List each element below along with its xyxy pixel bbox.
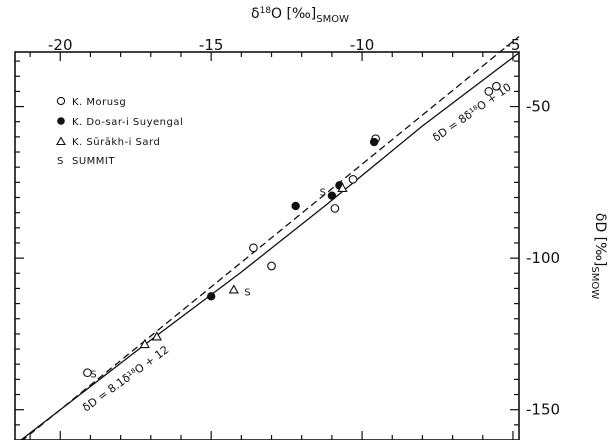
point-open-circle	[267, 261, 276, 271]
legend-label: K. Morusg	[72, 97, 126, 108]
point-filled-circle	[327, 191, 337, 200]
x-tick-label: -15	[199, 36, 224, 54]
x-tick-label: -10	[350, 36, 375, 54]
dashed-fit-line	[21, 35, 520, 440]
y-tick-label: -150	[526, 401, 560, 419]
x-tick-label: -20	[48, 36, 73, 54]
legend-item-surakh: K. Sūrākh-i Sard	[56, 136, 160, 148]
x-axis-title: δ18O [‰]SMOW	[251, 6, 349, 25]
legend-open-triangle-icon	[56, 136, 66, 146]
point-summit-s: S	[244, 287, 250, 298]
point-open-circle	[330, 204, 340, 213]
point-open-triangle	[228, 284, 239, 294]
point-open-circle	[484, 87, 494, 96]
equation-upper: δD = 8δ¹⁸O + 10	[430, 81, 513, 145]
point-open-circle	[83, 368, 92, 378]
point-open-circle	[249, 243, 258, 253]
legend: K. Morusg K. Do-sar-i Suyengal K. Sūrākh…	[56, 96, 183, 167]
point-filled-circle	[291, 201, 300, 211]
x-tick-label: -5	[505, 36, 520, 54]
x-tick-labels: -20 -15 -10 -5	[48, 36, 520, 54]
legend-label: K. Sūrākh-i Sard	[72, 137, 160, 148]
legend-item-summit: S SUMMIT	[57, 156, 115, 167]
fit-lines	[20, 35, 520, 440]
point-summit-s: S	[90, 369, 96, 380]
point-filled-circle	[369, 137, 379, 147]
point-open-triangle	[139, 338, 150, 349]
y-axis-title: δD [‰]SMOW	[589, 213, 608, 299]
point-summit-s: S	[320, 187, 326, 198]
point-open-circle	[492, 81, 501, 91]
solid-fit-line	[20, 52, 520, 440]
legend-filled-circle-icon	[57, 117, 65, 125]
point-open-triangle	[337, 182, 348, 192]
legend-item-morusg: K. Morusg	[56, 96, 126, 108]
plot-frame	[14, 51, 520, 440]
legend-label: K. Do-sar-i Suyengal	[72, 117, 183, 128]
y-tick-labels: -50 -100 -150	[526, 98, 560, 419]
legend-open-circle-icon	[56, 96, 66, 106]
point-filled-circle	[206, 292, 216, 301]
legend-letter-s-icon: S	[57, 156, 63, 167]
legend-label: SUMMIT	[72, 156, 115, 167]
data-markers: S S S	[83, 81, 501, 380]
axis-ticks	[15, 52, 519, 440]
y-tick-label: -50	[526, 98, 551, 116]
y-tick-label: -100	[526, 249, 560, 267]
point-open-circle	[348, 174, 358, 184]
point-open-triangle	[151, 331, 162, 341]
legend-item-do-sar: K. Do-sar-i Suyengal	[57, 117, 183, 128]
